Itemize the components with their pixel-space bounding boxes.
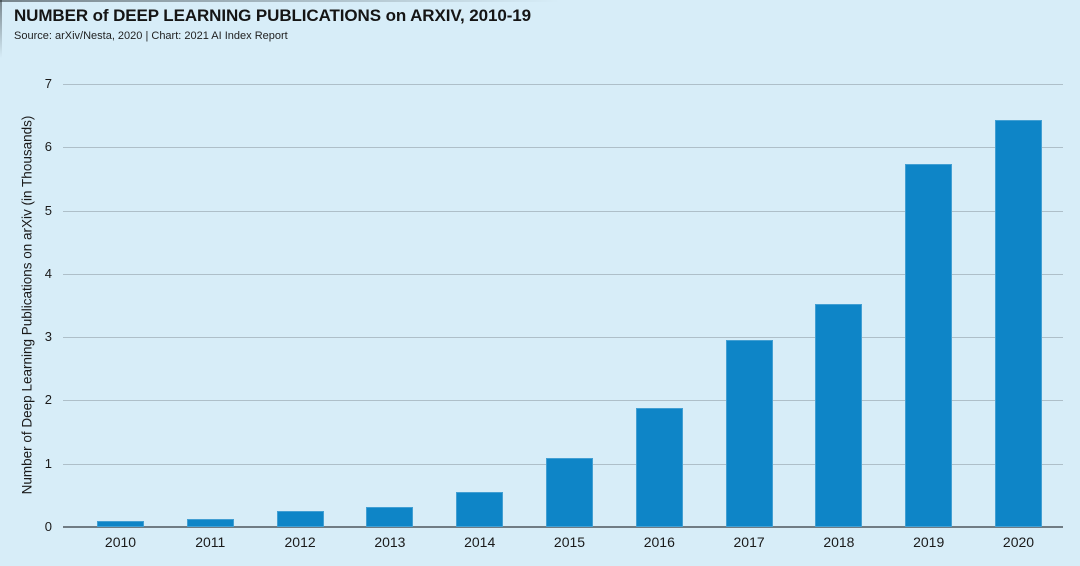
x-tick-label-2012: 2012 (284, 534, 316, 550)
x-tick-label-2016: 2016 (643, 534, 675, 550)
x-tick-label-2017: 2017 (733, 534, 765, 550)
gridline-y-7 (63, 84, 1063, 85)
gridline-y-4 (63, 273, 1063, 275)
screen-edge-artifact-top (0, 0, 560, 2)
bar-2017 (725, 339, 773, 527)
chart-source-line: Source: arXiv/Nesta, 2020 | Chart: 2021 … (14, 30, 288, 42)
gridline-y-5 (63, 210, 1063, 212)
x-tick-label-2019: 2019 (913, 534, 945, 550)
gridline-y-3 (63, 337, 1063, 339)
y-tick-label-0: 0 (44, 519, 52, 534)
x-tick-label-2013: 2013 (374, 534, 406, 550)
chart-title: NUMBER of DEEP LEARNING PUBLICATIONS on … (14, 6, 531, 25)
y-tick-label-3: 3 (44, 329, 52, 345)
bar-2020 (995, 120, 1042, 527)
y-tick-label-1: 1 (44, 455, 52, 471)
x-tick-label-2018: 2018 (823, 534, 855, 550)
screen-edge-artifact-left (0, 0, 2, 58)
x-tick-label-2010: 2010 (104, 534, 137, 550)
x-tick-label-2020: 2020 (1002, 534, 1035, 550)
y-tick-label-4: 4 (44, 265, 52, 281)
y-axis-title: Number of Deep Learning Publications on … (19, 115, 35, 495)
x-tick-label-2014: 2014 (464, 534, 496, 550)
bar-2013 (366, 507, 414, 527)
x-axis-line (63, 526, 1063, 528)
x-tick-label-2011: 2011 (195, 534, 226, 550)
bar-2019 (905, 163, 953, 527)
y-tick-label-2: 2 (44, 392, 52, 408)
bar-2011 (186, 518, 234, 527)
plot-area (63, 84, 1063, 528)
y-tick-label-7: 7 (44, 76, 52, 91)
x-tick-label-2015: 2015 (553, 534, 586, 550)
y-tick-label-5: 5 (44, 202, 52, 218)
bar-2015 (546, 458, 593, 527)
gridline-y-2 (63, 400, 1063, 402)
gridline-y-6 (63, 147, 1063, 149)
bar-2012 (276, 510, 324, 527)
bar-2010 (97, 521, 144, 527)
bar-2014 (456, 492, 504, 527)
bar-2018 (815, 303, 863, 527)
y-tick-label-6: 6 (44, 139, 52, 155)
bar-2016 (635, 408, 683, 527)
